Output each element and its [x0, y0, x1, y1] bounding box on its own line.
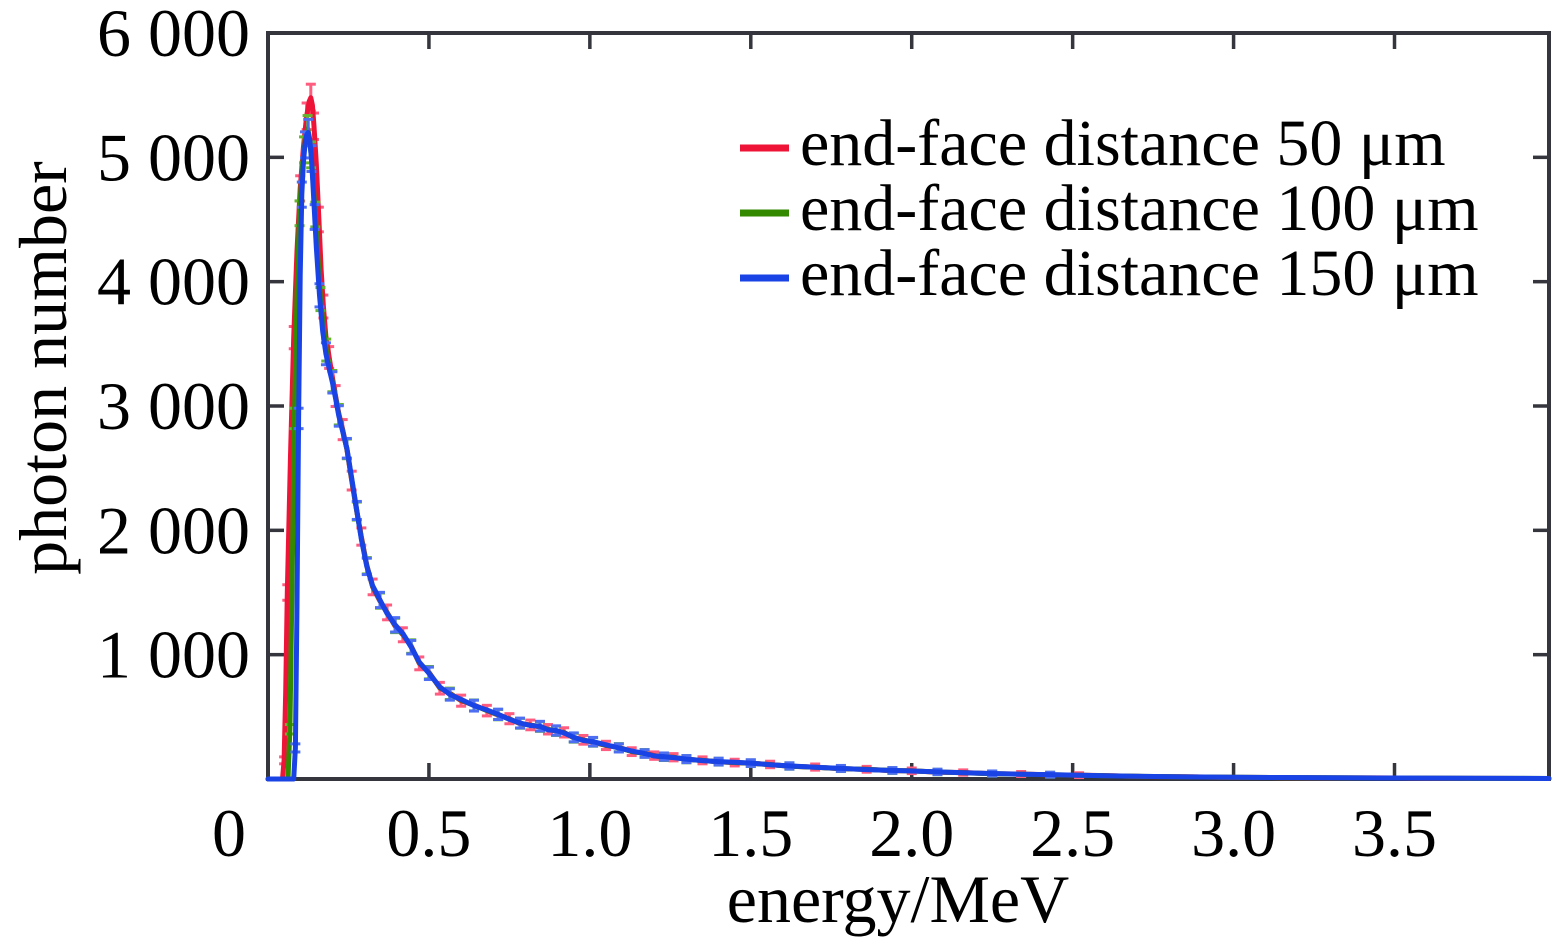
- svg-text:4 000: 4 000: [97, 244, 250, 320]
- legend-item-50um: end-face distance 50 μm: [740, 107, 1446, 180]
- svg-text:0.5: 0.5: [386, 795, 471, 871]
- legend-label-150um: end-face distance 150 μm: [800, 237, 1479, 310]
- y-axis-tick-labels: 1 000 2 000 3 000 4 000 5 000 6 000: [97, 0, 250, 693]
- svg-text:5 000: 5 000: [97, 119, 250, 195]
- svg-text:2.5: 2.5: [1030, 795, 1115, 871]
- x-axis-tick-labels: 0 0.5 1.0 1.5 2.0 2.5 3.0 3.5: [212, 795, 1437, 871]
- y-axis-title: photon number: [5, 161, 81, 575]
- svg-text:3.0: 3.0: [1191, 795, 1276, 871]
- legend-label-100um: end-face distance 100 μm: [800, 172, 1479, 245]
- svg-text:1 000: 1 000: [97, 617, 250, 693]
- svg-text:3 000: 3 000: [97, 368, 250, 444]
- svg-text:1.5: 1.5: [708, 795, 793, 871]
- legend-item-150um: end-face distance 150 μm: [740, 237, 1479, 310]
- svg-text:0: 0: [212, 795, 246, 871]
- svg-text:2 000: 2 000: [97, 492, 250, 568]
- legend-item-100um: end-face distance 100 μm: [740, 172, 1479, 245]
- legend: end-face distance 50 μm end-face distanc…: [740, 107, 1479, 310]
- svg-text:6 000: 6 000: [97, 0, 250, 71]
- svg-text:3.5: 3.5: [1352, 795, 1437, 871]
- legend-label-50um: end-face distance 50 μm: [800, 107, 1446, 180]
- data-curves: [265, 82, 1552, 782]
- x-axis-title: energy/MeV: [727, 861, 1069, 937]
- svg-text:1.0: 1.0: [547, 795, 632, 871]
- svg-text:2.0: 2.0: [869, 795, 954, 871]
